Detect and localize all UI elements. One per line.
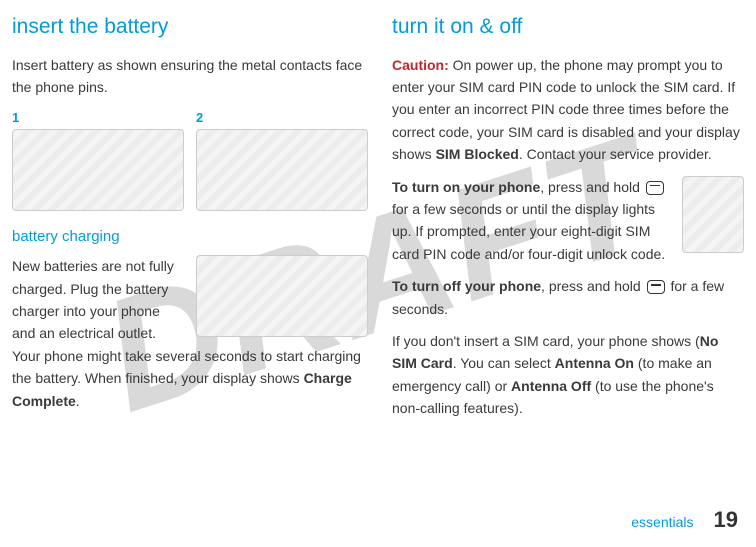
charging-block: New batteries are not fully charged. Plu… (12, 255, 368, 422)
phone-diagram (682, 176, 744, 253)
caution-tail: . Contact your service provider. (519, 146, 712, 162)
turn-on-bold: To turn on your phone (392, 179, 540, 195)
caution-paragraph: Caution: On power up, the phone may prom… (392, 54, 744, 166)
caution-label: Caution: (392, 57, 449, 73)
nosim-t1: If you don't insert a SIM card, your pho… (392, 333, 700, 349)
charging-period: . (76, 393, 80, 409)
nosim-t2: . You can select (453, 355, 555, 371)
turn-off-t1: , press and hold (541, 278, 645, 294)
sim-blocked-label: SIM Blocked (436, 146, 519, 162)
footer-section: essentials (631, 514, 693, 530)
diagram-step-1: 1 (12, 108, 184, 211)
diagram-image-1 (12, 129, 184, 211)
charging-diagram (196, 255, 368, 337)
turn-on-t1: , press and hold (540, 179, 644, 195)
diagram-step-2: 2 (196, 108, 368, 211)
power-key-icon-2 (647, 280, 665, 294)
antenna-on-label: Antenna On (555, 355, 634, 371)
page-number: 19 (714, 507, 738, 532)
heading-battery-charging: battery charging (12, 225, 368, 249)
right-column: turn it on & off Caution: On power up, t… (392, 10, 744, 429)
power-key-icon (646, 181, 664, 195)
heading-insert-battery: insert the battery (12, 10, 368, 44)
step-number-2: 2 (196, 108, 368, 129)
insert-battery-text: Insert battery as shown ensuring the met… (12, 54, 368, 99)
heading-turn-on-off: turn it on & off (392, 10, 744, 44)
turn-on-t2: for a few seconds or until the display l… (392, 201, 665, 262)
no-sim-paragraph: If you don't insert a SIM card, your pho… (392, 330, 744, 420)
page-columns: insert the battery Insert battery as sho… (0, 0, 756, 429)
page-footer: essentials 19 (631, 502, 738, 537)
antenna-off-label: Antenna Off (511, 378, 591, 394)
turn-on-block: To turn on your phone, press and hold fo… (392, 176, 744, 276)
turn-off-bold: To turn off your phone (392, 278, 541, 294)
turn-off-paragraph: To turn off your phone, press and hold f… (392, 275, 744, 320)
step-number-1: 1 (12, 108, 184, 129)
diagram-image-2 (196, 129, 368, 211)
left-column: insert the battery Insert battery as sho… (12, 10, 368, 429)
battery-diagrams: 1 2 (12, 108, 368, 211)
